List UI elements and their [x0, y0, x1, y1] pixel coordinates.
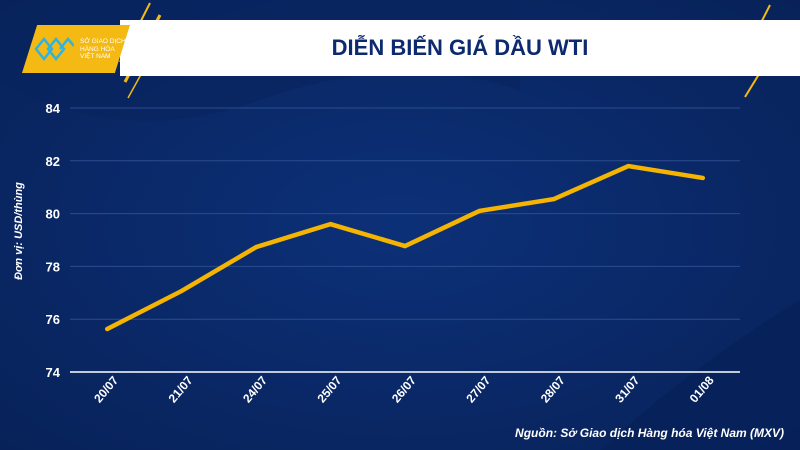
source-note: Nguồn: Sở Giao dịch Hàng hóa Việt Nam (M…: [515, 426, 784, 440]
y-tick-label: 76: [46, 312, 60, 327]
x-tick-label: 25/07: [314, 373, 344, 405]
logo: [22, 25, 130, 73]
title-banner: [120, 20, 800, 76]
y-tick-label: 84: [46, 101, 61, 116]
y-tick-label: 82: [46, 154, 60, 169]
x-tick-label: 31/07: [612, 373, 642, 405]
x-tick-label: 27/07: [463, 373, 493, 405]
x-tick-label: 28/07: [538, 373, 568, 405]
logo-mark-icon: [34, 36, 74, 62]
logo-line: HÀNG HÓA: [80, 45, 115, 53]
x-tick-label: 21/07: [166, 373, 196, 405]
chart-title: DIỄN BIẾN GIÁ DẦU WTI: [331, 35, 589, 60]
y-tick-label: 80: [46, 207, 60, 222]
y-tick-label: 74: [46, 365, 61, 380]
logo-line: SỞ GIAO DỊCH: [80, 38, 126, 45]
x-tick-label: 20/07: [91, 373, 121, 405]
logo-line: VIỆT NAM: [80, 53, 111, 60]
series-line-wti: [104, 163, 706, 332]
x-tick-label: 01/08: [687, 373, 717, 405]
x-tick-label: 26/07: [389, 373, 419, 405]
logo-text: SỞ GIAO DỊCH HÀNG HÓA VIỆT NAM: [80, 38, 140, 61]
y-tick-label: 78: [46, 259, 60, 274]
x-tick-label: 24/07: [240, 373, 270, 405]
